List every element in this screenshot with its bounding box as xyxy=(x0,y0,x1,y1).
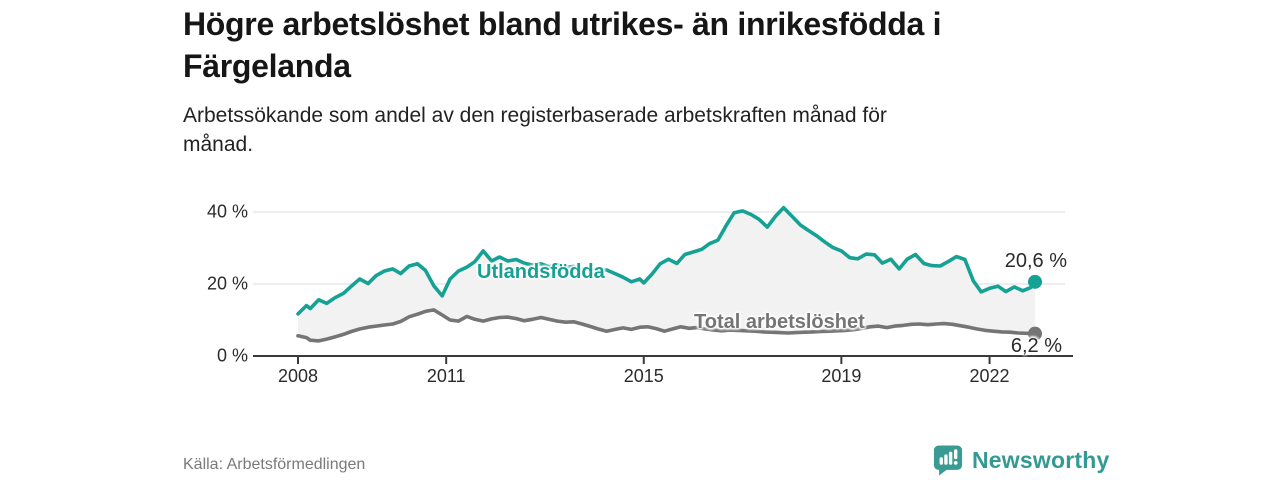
series-label-utlandsfodda: Utlandsfödda xyxy=(477,261,605,284)
chart-area: 40 % 20 % 0 % 2008 2011 2015 2019 2022 U… xyxy=(0,0,1280,480)
y-axis-tick-label: 0 % xyxy=(170,346,248,367)
x-axis-tick-label: 2015 xyxy=(624,366,664,387)
line-chart-svg xyxy=(0,0,1280,480)
newsworthy-logo-text: Newsworthy xyxy=(972,447,1109,474)
series-label-total-arbetsloshet: Total arbetslöshet xyxy=(694,311,865,334)
newsworthy-logo-icon xyxy=(933,444,963,477)
y-axis-tick-label: 40 % xyxy=(170,202,248,223)
newsworthy-logo: Newsworthy xyxy=(933,444,1109,477)
x-axis-tick-label: 2019 xyxy=(821,366,861,387)
x-axis-tick-label: 2011 xyxy=(427,366,466,387)
source-note: Källa: Arbetsförmedlingen xyxy=(183,456,365,474)
x-axis-tick-label: 2008 xyxy=(278,366,318,387)
end-value-label-utlandsfodda: 20,6 % xyxy=(1005,250,1067,273)
series-end-dot-0 xyxy=(1028,275,1042,289)
end-value-label-total: 6,2 % xyxy=(1011,335,1062,358)
chart-card: Högre arbetslöshet bland utrikes- än inr… xyxy=(0,0,1280,480)
y-axis-tick-label: 20 % xyxy=(170,274,248,295)
series-gap-band xyxy=(298,208,1035,341)
x-axis-tick-label: 2022 xyxy=(970,366,1010,387)
